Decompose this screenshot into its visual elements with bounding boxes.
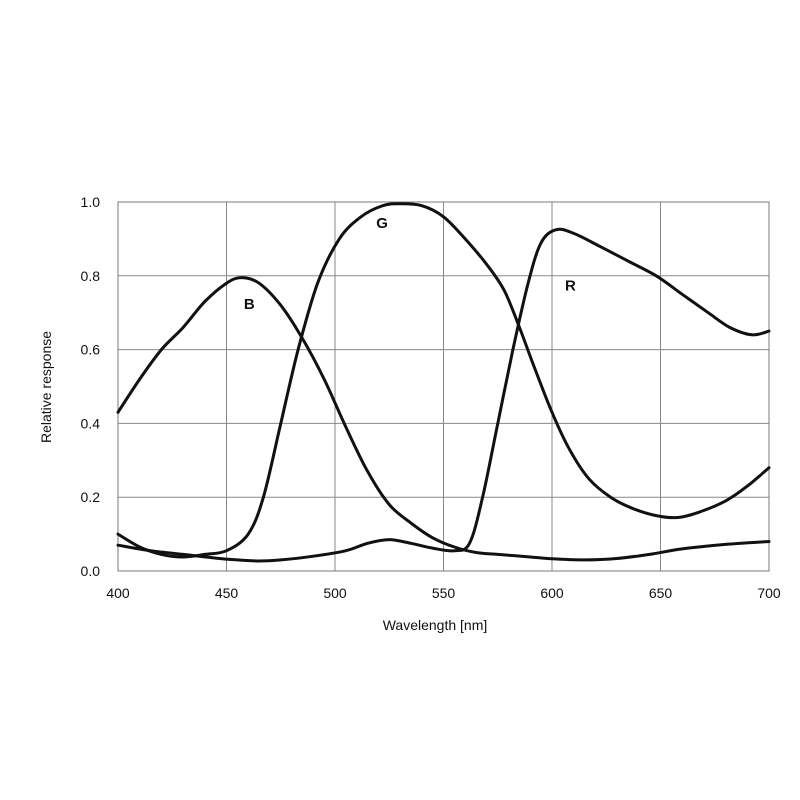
x-tick-label: 600 [540,585,564,601]
x-tick-label: 400 [106,585,130,601]
plot-frame [117,201,770,572]
x-tick-label: 700 [757,585,781,601]
y-tick-label: 1.0 [81,194,101,210]
grid [117,201,770,572]
x-axis-title: Wavelength [nm] [383,617,488,633]
y-tick-label: 0.6 [81,342,101,358]
x-tick-label: 550 [432,585,456,601]
y-tick-label: 0.0 [81,563,101,579]
x-tick-label: 450 [215,585,239,601]
series-b-label: B [244,296,255,313]
x-tick-label: 500 [323,585,347,601]
series-group: B G R [116,202,771,563]
tick-labels: 400 450 500 550 600 650 700 0.0 0.2 0.4 0.6 0.8 1.0 [81,194,781,601]
x-tick-label: 650 [649,585,673,601]
series-g-line [116,202,771,559]
y-axis-title: Relative response [38,331,54,443]
series-r-label: R [565,278,576,295]
series-g-label: G [376,215,388,232]
series-r-line [116,227,771,563]
y-tick-label: 0.4 [81,415,101,431]
series-b-line [116,276,771,562]
y-tick-label: 0.8 [81,268,101,284]
y-tick-label: 0.2 [81,489,101,505]
